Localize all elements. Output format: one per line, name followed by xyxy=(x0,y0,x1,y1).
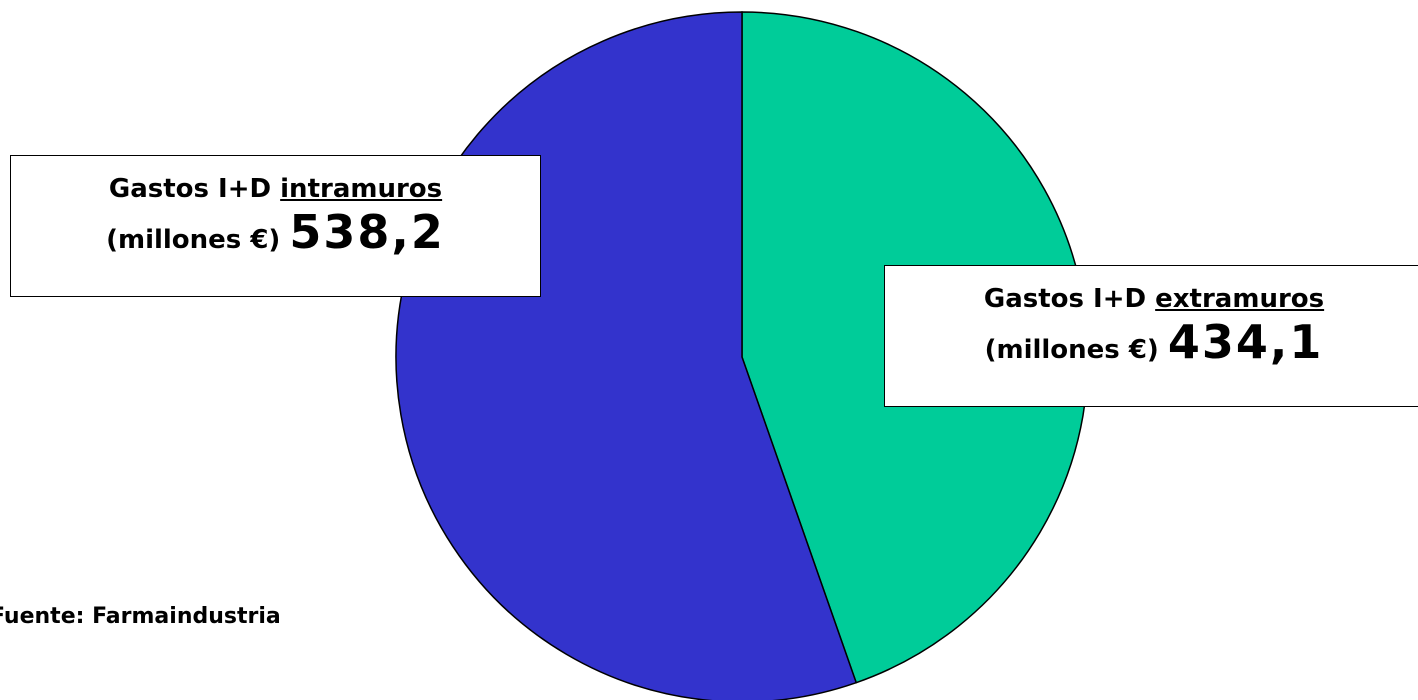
source-note: Fuente: Farmaindustria xyxy=(0,604,281,629)
extramuros-value: 434,1 xyxy=(1167,315,1324,370)
extramuros-label-unit: (millones €) xyxy=(984,335,1168,366)
intramuros-label-keyword: intramuros xyxy=(280,174,443,204)
intramuros-label-unit: (millones €) xyxy=(106,225,290,256)
intramuros-value: 538,2 xyxy=(289,205,445,260)
intramuros-label-prefix: Gastos I+D xyxy=(108,174,281,204)
extramuros-label-keyword: extramuros xyxy=(1155,284,1325,314)
extramuros-label-box: Gastos I+D extramuros (millones €) 434,1 xyxy=(884,265,1418,407)
extramuros-label-prefix: Gastos I+D xyxy=(983,284,1156,314)
intramuros-label-box: Gastos I+D intramuros (millones €) 538,2 xyxy=(10,155,541,297)
